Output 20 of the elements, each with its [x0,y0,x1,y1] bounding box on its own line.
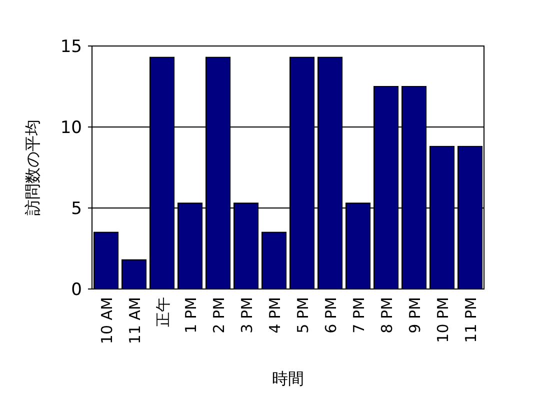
x-tick-label: 5 PM [294,297,312,334]
x-tick-label: 7 PM [350,297,368,334]
x-tick-label: 8 PM [378,297,396,334]
x-tick-label: 6 PM [322,297,340,334]
x-tick-label: 11 AM [126,297,144,344]
x-tick-label: 3 PM [238,297,256,334]
x-tick-label: 1 PM [182,297,200,334]
y-tick-label: 10 [60,118,82,138]
y-tick-label: 0 [71,280,82,300]
y-tick-label: 15 [60,37,82,57]
x-tick-label: 2 PM [210,297,228,334]
x-tick-label: 4 PM [266,297,284,334]
x-axis-title: 時間 [272,369,304,388]
x-tick-label: 正午 [154,297,172,327]
x-tick-label: 10 AM [98,297,116,344]
y-tick-label: 5 [71,199,82,219]
x-tick-label: 10 PM [434,297,452,343]
x-tick-label: 11 PM [462,297,480,343]
y-axis-title: 訪問数の平均 [23,120,42,216]
x-tick-label: 9 PM [406,297,424,334]
